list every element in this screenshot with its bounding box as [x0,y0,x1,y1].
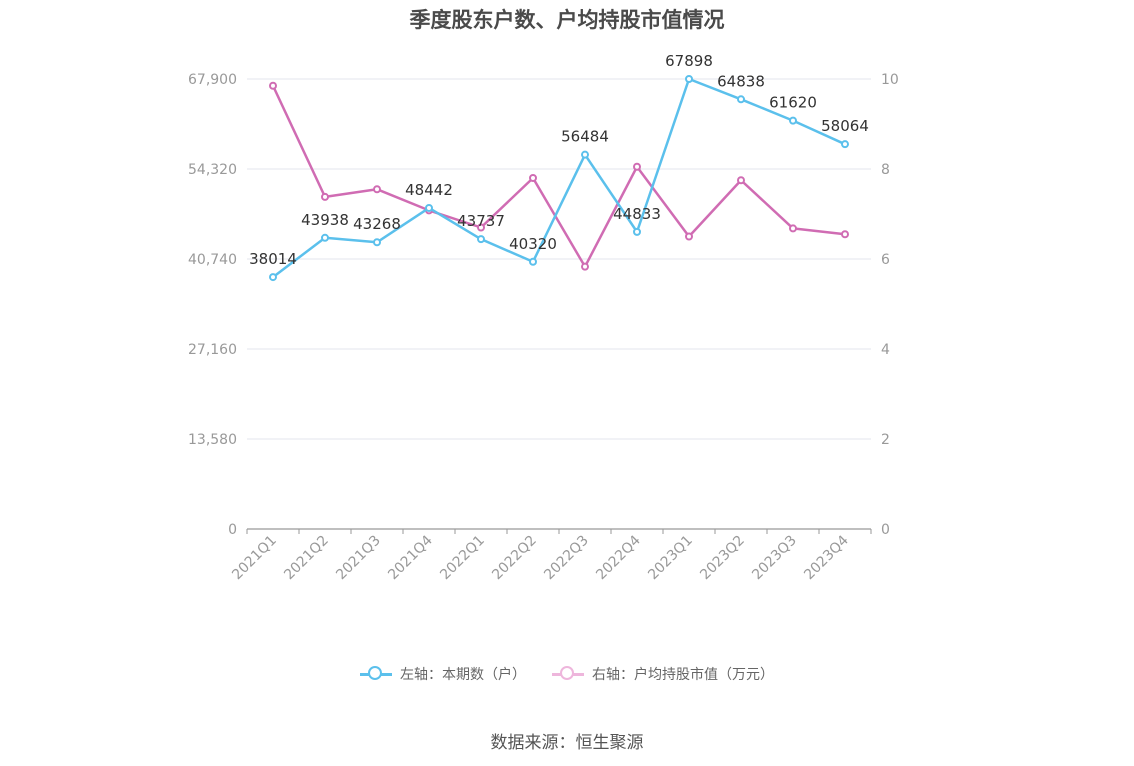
x-tick-label: 2021Q2 [281,533,332,584]
data-label-households: 44833 [613,205,661,223]
x-tick-label: 2023Q1 [645,533,696,584]
x-tick-label: 2023Q3 [749,533,800,584]
point-avg-value[interactable] [269,81,277,90]
point-households[interactable] [269,273,277,282]
x-tick-label: 2022Q3 [541,533,592,584]
point-avg-value[interactable] [581,262,589,271]
y-right-tick-label: 4 [881,342,890,358]
point-avg-value[interactable] [477,223,485,232]
data-label-households: 61620 [769,94,817,112]
series-line-households [272,77,846,279]
y-right-tick-label: 2 [881,432,890,448]
data-label-households: 67898 [665,52,713,70]
data-label-households: 58064 [821,117,869,135]
data-label-households: 64838 [717,72,765,90]
legend-label-left-series: 左轴：本期数（户） [400,667,526,683]
legend-label-right-series: 右轴：户均持股市值（万元） [592,667,774,683]
legend-swatch-blue [360,666,392,682]
x-tick-label: 2021Q3 [333,533,384,584]
data-label-households: 43938 [301,211,349,229]
point-households[interactable] [737,95,745,104]
x-tick-label: 2021Q1 [229,533,280,584]
point-avg-value[interactable] [685,232,693,241]
point-households[interactable] [685,75,693,84]
data-label-households: 43737 [457,212,505,230]
x-tick-label: 2021Q4 [385,532,436,583]
point-households[interactable] [529,257,537,266]
y-right-tick-label: 0 [881,522,890,538]
data-label-households: 48442 [405,181,453,199]
legend-item-left-series[interactable]: 左轴：本期数（户） [360,664,526,684]
y-left-tick-label: 13,580 [188,432,237,448]
series-lines [269,75,849,282]
series-line-avg-value [271,85,846,268]
point-avg-value[interactable] [529,174,537,182]
point-households[interactable] [321,233,329,242]
point-households[interactable] [789,116,797,125]
y-left-tick-label: 67,900 [188,72,237,88]
x-tick-label: 2023Q2 [697,533,748,584]
point-avg-value[interactable] [321,192,329,201]
y-left-tick-label: 40,740 [188,252,237,268]
point-households[interactable] [425,203,433,212]
axes: 0 0 13,580 2 27,160 4 40,740 6 54,320 8 67,900 10 20… [188,72,899,583]
x-tick-label: 2022Q4 [593,532,644,583]
point-avg-value[interactable] [789,224,797,233]
grid-lines [247,78,871,440]
y-left-tick-label: 27,160 [188,342,237,358]
point-households[interactable] [477,235,485,244]
point-avg-value[interactable] [841,230,849,239]
point-avg-value[interactable] [737,176,745,185]
legend-item-right-series[interactable]: 右轴：户均持股市值（万元） [552,664,774,684]
x-tick-label: 2022Q1 [437,533,488,584]
x-tick-label: 2023Q4 [801,532,852,583]
point-avg-value[interactable] [633,162,641,171]
point-households[interactable] [373,238,381,247]
point-households[interactable] [633,227,641,236]
y-right-tick-label: 8 [881,162,890,178]
data-label-households: 43268 [353,215,401,233]
point-avg-value[interactable] [373,185,381,194]
data-source: 数据来源：恒生聚源 [490,733,644,753]
point-households[interactable] [581,150,589,159]
y-left-tick-label: 54,320 [188,162,237,178]
point-households[interactable] [841,140,849,149]
y-right-tick-label: 10 [881,72,899,88]
x-tick-label: 2022Q2 [489,533,540,584]
data-label-households: 40320 [509,235,557,253]
data-label-households: 38014 [249,250,297,268]
y-right-tick-label: 6 [881,252,890,268]
data-label-households: 56484 [561,128,609,146]
legend: 左轴：本期数（户） 右轴：户均持股市值（万元） [0,664,1134,684]
chart-title: 季度股东户数、户均持股市值情况 [409,8,725,32]
legend-swatch-pink [552,666,584,682]
y-left-tick-label: 0 [228,522,237,538]
